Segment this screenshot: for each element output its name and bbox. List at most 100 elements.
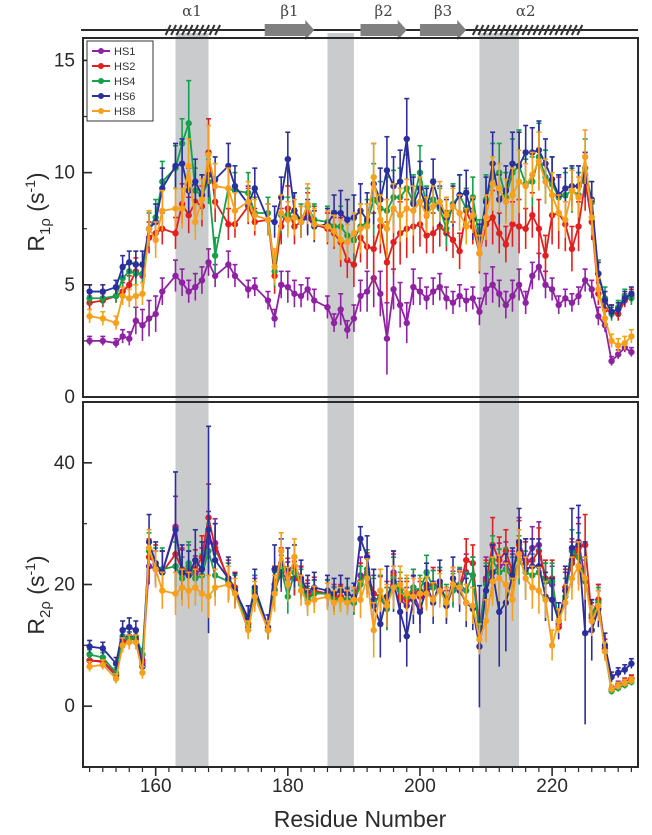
data-point <box>396 212 404 219</box>
top-series-hs8 <box>86 124 635 353</box>
helix-turn <box>565 24 573 36</box>
helix-turn <box>526 24 534 36</box>
legend-item-hs1: HS1 <box>92 46 135 58</box>
data-point <box>469 572 477 579</box>
helix-turn <box>214 24 221 36</box>
data-point <box>377 620 384 628</box>
data-point <box>185 587 192 594</box>
data-point <box>575 223 582 230</box>
top-y-tick-label: 10 <box>54 163 75 184</box>
data-point <box>423 212 430 219</box>
ss-label-β3: β3 <box>434 2 452 20</box>
data-point <box>132 317 140 324</box>
bottom-y-axis-label: R2ρ (s-1) <box>22 555 54 634</box>
data-point <box>581 153 589 161</box>
series-line <box>89 152 632 316</box>
data-point <box>311 596 318 603</box>
data-point <box>119 642 126 649</box>
data-point <box>304 286 311 293</box>
data-point <box>99 288 107 295</box>
data-point <box>383 225 391 232</box>
data-point <box>344 216 351 223</box>
data-point <box>449 236 457 244</box>
data-point <box>198 196 206 203</box>
data-point <box>522 149 529 156</box>
data-point <box>595 286 602 293</box>
data-point <box>403 590 410 597</box>
legend-label-hs8: HS8 <box>114 106 135 118</box>
legend-label-hs2: HS2 <box>114 61 135 73</box>
data-point <box>522 225 529 232</box>
top-y-tick-label: 5 <box>64 275 75 296</box>
data-point <box>377 216 384 223</box>
data-point <box>264 216 272 223</box>
data-point <box>482 617 490 625</box>
data-point <box>211 182 219 190</box>
top-series-hs1 <box>86 248 635 375</box>
data-point <box>595 313 602 320</box>
data-point <box>568 575 576 582</box>
series-line <box>89 260 632 363</box>
data-point <box>522 182 529 190</box>
data-point <box>396 581 404 588</box>
data-point <box>469 295 477 302</box>
x-tick-label: 200 <box>404 776 436 797</box>
data-point <box>324 223 331 230</box>
helix-turn <box>521 24 529 36</box>
legend: HS1 HS2 HS4 HS6 HS8 <box>86 40 154 122</box>
ss-helix-α2 <box>471 24 584 36</box>
series-line <box>89 529 633 679</box>
helix-turn <box>488 24 496 36</box>
helix-turn <box>197 24 205 36</box>
data-point <box>429 178 437 185</box>
data-point <box>489 578 496 585</box>
data-point <box>482 214 490 221</box>
data-point <box>529 212 536 219</box>
helix-turn <box>537 24 545 36</box>
data-point <box>581 575 589 582</box>
data-point <box>330 319 338 327</box>
data-point <box>139 290 146 297</box>
data-point <box>383 602 391 609</box>
data-point <box>509 292 516 300</box>
data-point <box>476 636 483 643</box>
series-line <box>89 547 632 691</box>
data-point <box>476 250 483 257</box>
data-point <box>324 593 331 600</box>
data-point <box>119 263 126 271</box>
data-point <box>344 238 351 246</box>
data-point <box>311 297 318 304</box>
data-point <box>581 277 589 284</box>
data-point <box>403 205 410 212</box>
data-point <box>264 626 272 634</box>
top-y-tick-label: 0 <box>64 387 75 408</box>
data-point <box>489 180 496 188</box>
data-point <box>185 212 192 219</box>
helix-turn <box>510 24 518 36</box>
data-point <box>251 185 258 192</box>
data-point <box>509 221 516 228</box>
bottom-series-hs8 <box>86 528 635 693</box>
data-point <box>403 319 410 327</box>
data-point <box>522 299 529 306</box>
data-point <box>231 272 239 280</box>
helix-turn <box>181 24 188 36</box>
axes-layer: 0 5 10 15 0 20 40 160 180 200 220 <box>54 37 639 797</box>
data-point <box>535 158 543 165</box>
helix-turn <box>192 24 199 36</box>
data-point <box>119 333 126 340</box>
data-point <box>172 272 179 280</box>
data-point <box>350 261 358 268</box>
data-point <box>575 194 582 201</box>
data-point <box>145 544 153 552</box>
data-point <box>172 590 179 597</box>
data-point <box>112 660 120 667</box>
top-series-layer <box>86 79 635 375</box>
data-point <box>416 198 424 205</box>
ss-label-β2: β2 <box>375 2 393 20</box>
data-point <box>291 290 298 297</box>
data-point <box>132 261 140 268</box>
data-point <box>509 191 516 199</box>
data-point <box>548 642 556 649</box>
data-point <box>198 566 206 573</box>
